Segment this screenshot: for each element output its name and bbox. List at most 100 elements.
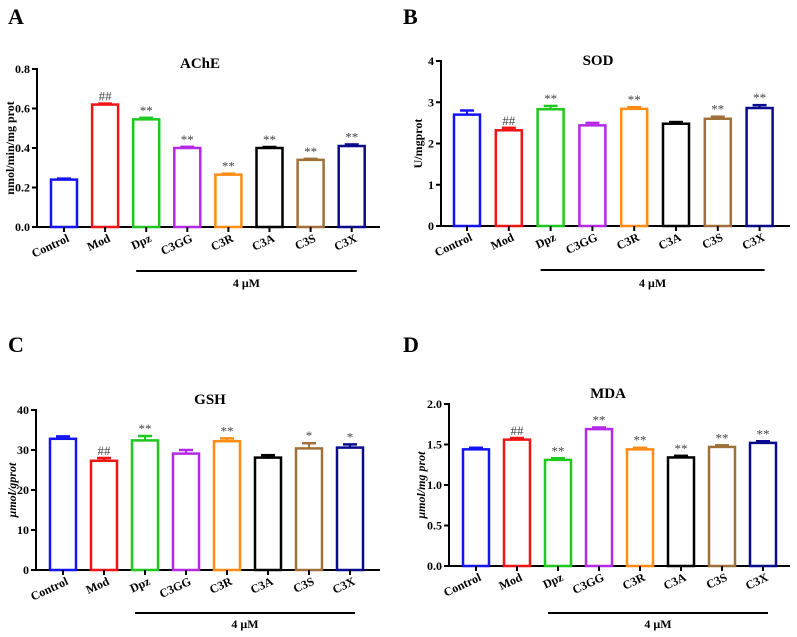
y-tick-label: 2.0: [427, 397, 442, 411]
y-tick-label: 30: [17, 443, 29, 457]
x-tick-label: C3R: [614, 230, 641, 253]
chart-title: GSH: [194, 392, 226, 408]
bar-control[interactable]: [48, 437, 78, 572]
significance-marker: *: [347, 429, 354, 444]
x-tick-label: C3GG: [570, 570, 606, 597]
bar-c3gg[interactable]: [578, 124, 607, 228]
bar-mod[interactable]: [89, 459, 119, 572]
bar-c3gg[interactable]: [173, 146, 202, 229]
y-tick-label: 0.6: [15, 102, 30, 116]
y-tick-label: 1: [428, 178, 434, 192]
y-tick-label: 10: [17, 523, 29, 537]
bar-c3x[interactable]: [335, 446, 365, 572]
significance-marker: **: [304, 144, 317, 159]
x-tick-label: C3X: [743, 570, 770, 593]
group-label: 4 μM: [231, 617, 258, 631]
bar-c3s[interactable]: [707, 445, 737, 568]
significance-marker: **: [552, 443, 565, 458]
x-tick-label: Mod: [497, 570, 525, 593]
panel-letter: B: [403, 4, 418, 29]
x-tick-label: C3X: [740, 230, 767, 253]
y-axis-label: μmol/mg prot: [414, 451, 428, 520]
y-axis-label: nmol/min/mg prot: [3, 101, 17, 194]
significance-marker: **: [221, 423, 234, 438]
bar-c3a[interactable]: [253, 456, 283, 572]
x-tick-label: Dpz: [128, 574, 153, 596]
y-tick-label: 0: [23, 563, 29, 577]
bar-c3s[interactable]: [296, 158, 325, 229]
bar-mod[interactable]: [90, 103, 120, 229]
x-tick-label: Mod: [84, 574, 112, 597]
bar-c3r[interactable]: [214, 173, 243, 229]
bar-control[interactable]: [452, 113, 482, 228]
chart-title: SOD: [583, 53, 614, 69]
bar-dpz[interactable]: [131, 118, 161, 229]
x-tick-label: C3S: [700, 230, 726, 252]
y-tick-label: 20: [17, 483, 29, 497]
significance-marker: **: [181, 132, 194, 147]
y-tick-label: 40: [17, 403, 29, 417]
bar-c3r[interactable]: [625, 448, 655, 568]
significance-marker: **: [140, 103, 153, 118]
x-tick-label: C3S: [704, 570, 730, 592]
x-tick-label: Mod: [488, 230, 516, 253]
x-tick-label: C3X: [330, 574, 357, 597]
group-label: 4 μM: [644, 617, 671, 631]
x-tick-label: C3A: [656, 230, 683, 253]
x-tick-label: Control: [441, 570, 484, 600]
group-label: 4 μM: [639, 276, 666, 290]
panel-d: D MDA μmol/mg prot 0.0 0.5 1.0 1.5 2.0 Control ##…: [403, 332, 790, 631]
significance-marker: **: [628, 92, 641, 107]
bar-mod[interactable]: [502, 438, 532, 568]
x-tick-label: C3R: [209, 231, 236, 254]
significance-marker: **: [757, 426, 770, 441]
panel-c: CGSHμmol/gprot010203040Control##Mod**Dpz…: [5, 332, 380, 631]
y-tick-label: 0: [428, 219, 434, 233]
y-axis-label: U/mgprot: [411, 119, 425, 169]
significance-marker: ##: [99, 89, 113, 104]
panel-letter: D: [403, 332, 419, 357]
bar-dpz[interactable]: [536, 108, 565, 228]
significance-marker: **: [263, 132, 276, 147]
bar-mod[interactable]: [494, 129, 524, 228]
significance-marker: **: [139, 421, 152, 436]
significance-marker: **: [711, 102, 724, 117]
bar-c3s[interactable]: [703, 117, 733, 228]
bar-c3a[interactable]: [661, 122, 691, 228]
y-tick-label: 0.0: [15, 220, 30, 234]
bar-c3gg[interactable]: [171, 452, 201, 572]
y-tick-label: 4: [428, 54, 434, 68]
bar-control[interactable]: [461, 448, 491, 568]
bar-c3a[interactable]: [255, 146, 284, 229]
bar-dpz[interactable]: [130, 439, 160, 572]
bar-c3r[interactable]: [619, 107, 649, 228]
bar-c3a[interactable]: [666, 456, 696, 568]
bar-c3x[interactable]: [745, 106, 774, 228]
y-tick-label: 0.2: [15, 181, 30, 195]
bar-c3gg[interactable]: [584, 427, 614, 568]
significance-marker: **: [753, 90, 766, 105]
y-tick-label: 0.5: [427, 519, 442, 533]
significance-marker: ##: [98, 443, 112, 458]
bar-c3x[interactable]: [337, 144, 366, 229]
y-tick-label: 2: [428, 137, 434, 151]
bar-c3s[interactable]: [294, 447, 324, 572]
x-tick-label: Control: [432, 230, 475, 260]
y-tick-label: 1.0: [427, 478, 442, 492]
bar-c3x[interactable]: [748, 441, 778, 568]
x-tick-label: C3GG: [157, 574, 193, 601]
bar-c3r[interactable]: [212, 439, 242, 572]
significance-marker: **: [675, 441, 688, 456]
significance-marker: **: [222, 159, 235, 174]
significance-marker: *: [306, 428, 313, 443]
significance-marker: ##: [502, 113, 516, 128]
significance-marker: ##: [511, 423, 525, 438]
bar-control[interactable]: [49, 178, 79, 229]
panel-b: B SOD U/mgprot 0 1 2 3 4 Control ## Mod ** Dpz C3GG **…: [403, 4, 790, 290]
x-tick-label: Mod: [85, 231, 113, 254]
x-tick-label: C3S: [291, 574, 317, 596]
y-tick-label: 3: [428, 95, 434, 109]
x-tick-label: C3A: [250, 231, 277, 254]
bar-dpz[interactable]: [543, 458, 573, 568]
